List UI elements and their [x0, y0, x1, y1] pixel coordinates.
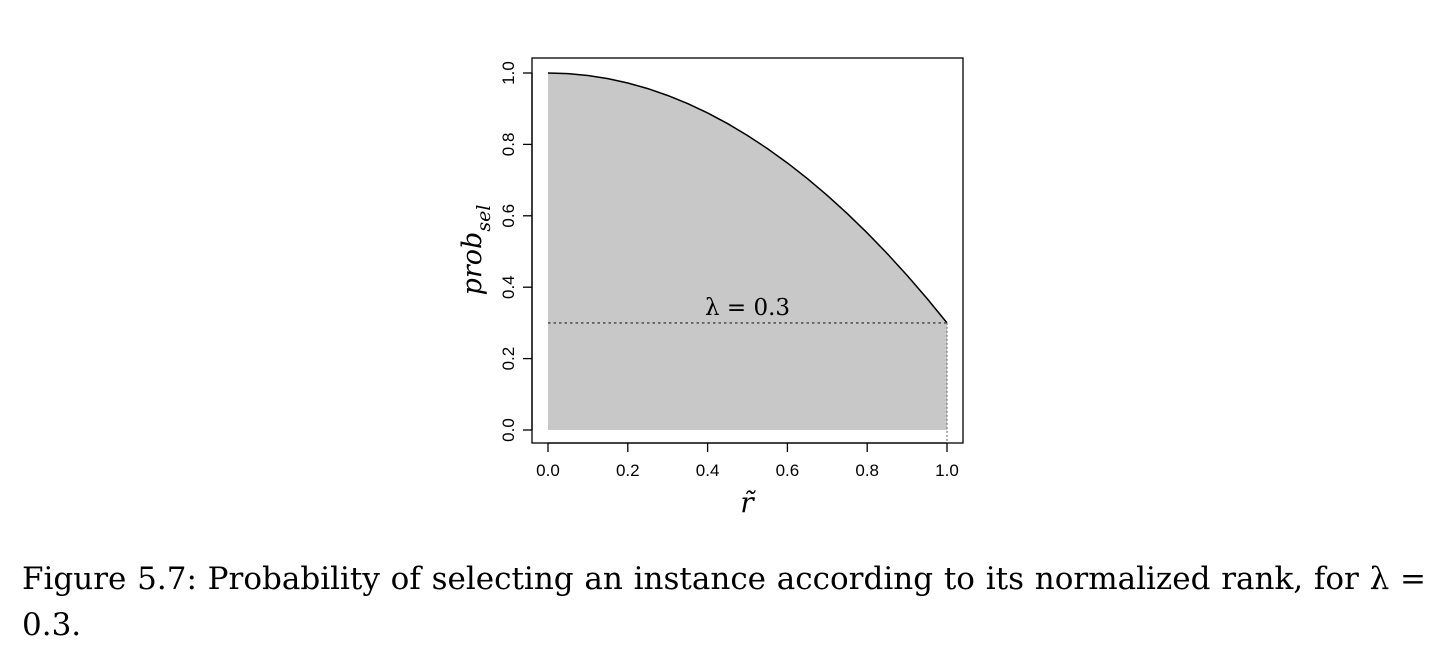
figure-caption: Figure 5.7: Probability of selecting an …: [22, 561, 1426, 643]
x-tick-label: 0.8: [855, 461, 879, 480]
x-axis-title: r̃: [740, 486, 756, 519]
y-tick-label: 0.6: [499, 204, 518, 228]
y-axis-title: probsel: [457, 205, 495, 296]
reference-annotation: λ = 0.3: [705, 295, 790, 321]
y-tick-label: 0.0: [499, 418, 518, 442]
y-axis-title-subscript: sel: [473, 205, 495, 232]
x-tick-label: 0.4: [696, 461, 720, 480]
curve-line: [547, 72, 948, 324]
x-tick-label: 0.0: [536, 461, 560, 480]
y-axis-title-main: prob: [457, 232, 488, 296]
y-axis: 0.0 0.2 0.4 0.6 0.8 1.0: [499, 61, 533, 442]
area-fill: [548, 73, 947, 430]
chart: λ = 0.3 0.0 0.2 0.4 0.6 0.8 1.0 0.00.20.40.60…: [457, 57, 964, 519]
y-tick-label: 0.4: [499, 275, 518, 299]
y-tick-label: 0.8: [499, 133, 518, 157]
x-tick-label: 1.0: [935, 461, 959, 480]
y-tick-label: 1.0: [499, 61, 518, 85]
x-tick-label: 0.2: [616, 461, 640, 480]
y-tick-label: 0.2: [499, 347, 518, 371]
x-tick-label: 0.6: [776, 461, 800, 480]
x-axis: 0.0 0.2 0.4 0.6 0.8 1.0: [536, 442, 959, 480]
